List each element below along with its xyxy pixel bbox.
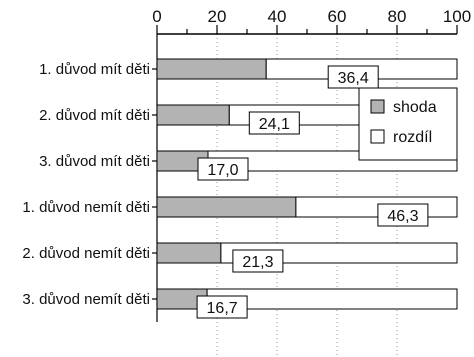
value-labels: 36,4 24,1 17,0 46,3 21,3 16,7	[196, 65, 429, 319]
bar-shoda	[156, 242, 222, 264]
value-label-box	[327, 65, 379, 89]
value-label: 24,1	[259, 116, 290, 133]
value-label-box	[197, 157, 249, 181]
value-label-box	[377, 203, 429, 227]
category-label: 1. důvod mít děti	[39, 61, 150, 78]
x-axis: 0 20 40 60 80 100	[152, 7, 471, 322]
category-label: 1. důvod nemít děti	[22, 199, 150, 216]
category-labels: 1. důvod mít děti 2. důvod mít děti 3. dův…	[22, 61, 157, 308]
legend-label: shoda	[393, 99, 437, 116]
value-label: 36,4	[338, 70, 369, 87]
value-label: 17,0	[207, 162, 238, 179]
grid-lines	[216, 34, 398, 355]
value-label-box	[196, 295, 248, 319]
bar-shoda	[156, 58, 267, 80]
value-label-box	[248, 111, 300, 135]
category-label: 2. důvod mít děti	[39, 107, 150, 124]
value-label-box	[232, 249, 284, 273]
value-label: 21,3	[242, 254, 273, 271]
value-label: 16,7	[207, 300, 238, 317]
x-tick-label: 40	[268, 7, 287, 26]
value-label: 46,3	[387, 208, 418, 225]
x-tick-label: 20	[208, 7, 227, 26]
legend-swatch	[370, 99, 385, 114]
legend-label: rozdíl	[393, 129, 432, 146]
x-tick-label: 60	[328, 7, 347, 26]
bar-shoda	[156, 196, 297, 218]
category-label: 3. důvod nemít děti	[22, 291, 150, 308]
x-tick-label: 100	[443, 7, 471, 26]
legend-swatch	[370, 129, 385, 144]
category-label: 2. důvod nemít děti	[22, 245, 150, 262]
bar-rozdil	[295, 196, 458, 218]
x-tick-label: 0	[152, 7, 161, 26]
bar-shoda	[156, 104, 230, 126]
x-tick-label: 80	[388, 7, 407, 26]
legend: shoda rozdíl	[358, 87, 458, 161]
category-label: 3. důvod mít děti	[39, 153, 150, 170]
